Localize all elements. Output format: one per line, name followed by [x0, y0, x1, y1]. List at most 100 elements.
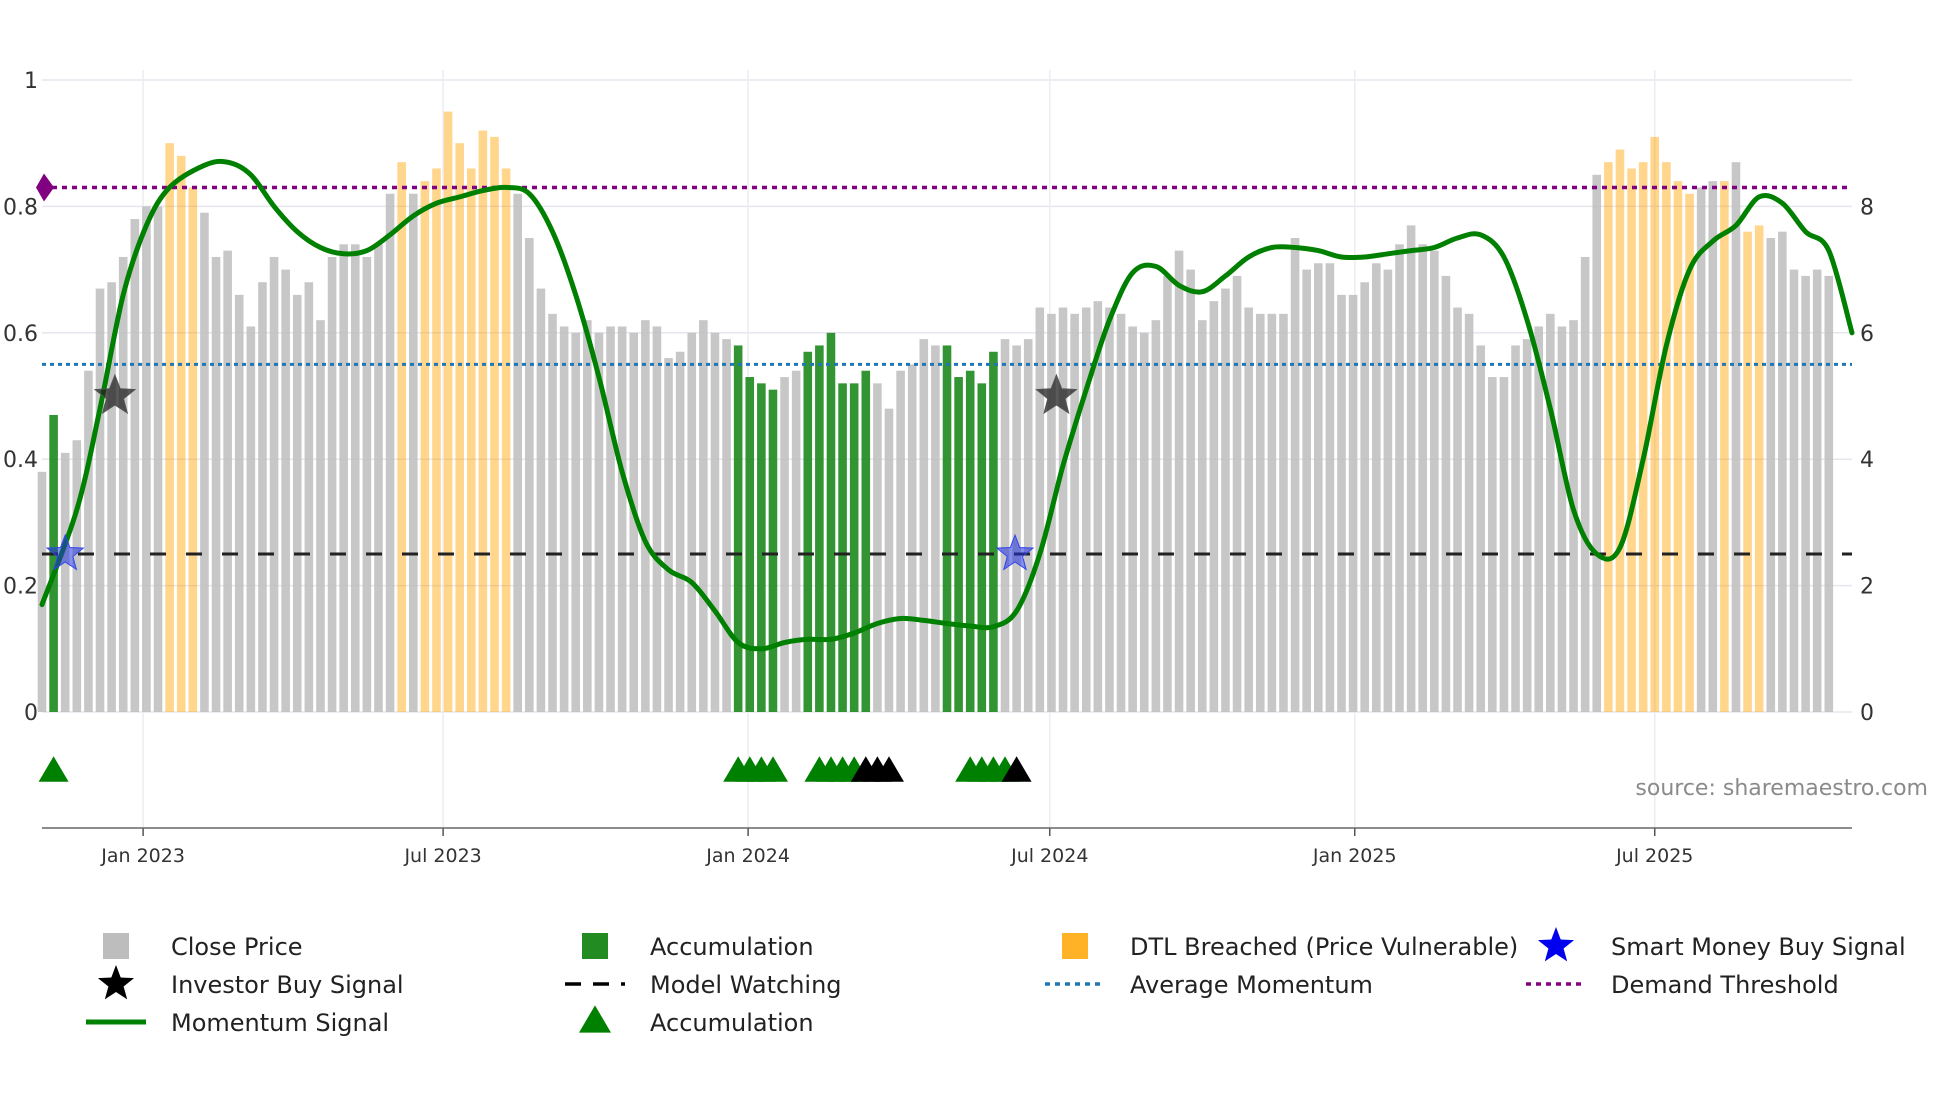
close-price-bar — [72, 440, 82, 712]
close-price-bar — [536, 288, 546, 712]
legend-item: Close Price — [103, 933, 303, 961]
close-price-bar — [1105, 307, 1114, 712]
close-price-bar — [907, 364, 917, 712]
close-price-bar — [1221, 288, 1230, 712]
close-price-bar — [1116, 313, 1126, 712]
dtl-breached-bar — [1604, 162, 1613, 712]
legend-label: Smart Money Buy Signal — [1611, 933, 1906, 961]
close-price-bar — [327, 256, 337, 712]
close-price-bar — [258, 282, 267, 712]
close-price-bar — [1522, 339, 1532, 712]
close-price-bar — [1464, 313, 1474, 712]
close-price-bar — [37, 471, 47, 712]
momentum-signal-line — [39, 158, 1855, 652]
close-price-bar — [1093, 301, 1103, 712]
close-price-bar — [1023, 339, 1033, 712]
close-price-bar — [1696, 187, 1706, 712]
close-price-bar — [1209, 301, 1219, 712]
legend-label: Investor Buy Signal — [171, 971, 404, 999]
close-price-bar — [292, 294, 302, 712]
close-price-bar — [1325, 263, 1335, 712]
legend-item: Accumulation — [582, 933, 814, 961]
close-price-bar — [931, 345, 940, 712]
close-price-bar — [1801, 275, 1810, 712]
accumulation-marker-strip — [38, 756, 1032, 782]
close-price-bar — [583, 320, 592, 712]
legend-item: Demand Threshold — [1526, 971, 1839, 999]
close-price-bar — [629, 332, 639, 712]
close-price-bar — [1058, 307, 1068, 712]
close-price-bar — [374, 244, 383, 712]
close-price-bar — [1244, 307, 1253, 712]
legend-label: Accumulation — [650, 1009, 814, 1037]
close-price-bar — [1824, 275, 1834, 712]
dtl-breached-bar — [490, 136, 499, 712]
dtl-breached-bar — [397, 162, 406, 712]
dtl-breached-bar — [455, 143, 464, 712]
close-price-bar — [350, 244, 360, 712]
close-price-bar — [513, 193, 522, 712]
accumulation-bar — [768, 389, 778, 712]
close-price-bar — [1731, 162, 1741, 712]
dtl-breached-bar — [1743, 231, 1752, 712]
close-price-bar — [1418, 244, 1427, 712]
close-price-bar — [1488, 377, 1497, 712]
dtl-breached-bar — [501, 168, 511, 713]
close-price-bar — [884, 408, 894, 712]
accumulation-bar — [849, 383, 859, 712]
legend-label: Model Watching — [650, 971, 842, 999]
close-price-bar — [1360, 282, 1369, 712]
close-price-bar — [246, 326, 256, 712]
close-price-bar — [1453, 307, 1462, 712]
close-price-bar — [606, 326, 615, 712]
left-axis-tick-label: 0.8 — [3, 195, 38, 220]
close-price-bar — [1128, 326, 1137, 712]
legend-label: DTL Breached (Price Vulnerable) — [1130, 933, 1518, 961]
accumulation-marker-black — [874, 756, 904, 782]
accumulation-bar — [989, 351, 998, 712]
close-price-bar — [408, 193, 418, 712]
accumulation-bar — [745, 377, 755, 712]
close-price-bar — [722, 339, 731, 712]
demand-threshold-marker — [36, 173, 54, 202]
dtl-breached-bar — [478, 130, 488, 712]
x-axis-tick-label: Jul 2023 — [403, 845, 481, 867]
close-price-bar — [1557, 326, 1567, 712]
x-axis-tick-label: Jan 2023 — [100, 845, 185, 867]
legend-item: Momentum Signal — [86, 1009, 389, 1037]
momentum-signal-layer — [39, 158, 1855, 652]
close-price-bar — [559, 326, 569, 712]
close-price-bar — [710, 332, 720, 712]
close-price-bar — [1766, 238, 1776, 712]
close-price-bar — [617, 326, 627, 712]
legend-label: Average Momentum — [1130, 971, 1373, 999]
close-price-bar — [1070, 313, 1079, 712]
axes: 0 0.2 0.4 0.6 0.8 1 0 2 4 6 8 Jan 2023 Jul 2023 Jan 2… — [3, 69, 1874, 867]
close-price-bar — [1546, 313, 1555, 712]
accumulation-bar — [954, 377, 963, 712]
dtl-breached-bar — [432, 168, 441, 713]
close-price-bar — [1267, 313, 1277, 712]
close-price-bar — [1812, 269, 1822, 712]
close-price-bar — [1255, 313, 1265, 712]
close-price-bar — [571, 332, 581, 712]
investor-buy-signal-star — [93, 373, 137, 415]
close-price-bar — [1580, 256, 1590, 712]
accumulation-bar — [49, 414, 58, 712]
close-price-bar — [1383, 269, 1393, 712]
close-price-bar — [142, 206, 151, 712]
close-price-bar — [107, 282, 116, 712]
close-price-bar — [339, 244, 348, 712]
dtl-breached-bar — [176, 155, 186, 713]
left-axis-tick-label: 0 — [24, 701, 38, 726]
close-price-bar — [1534, 326, 1544, 712]
close-price-bar — [699, 320, 708, 712]
close-price-bar — [385, 193, 395, 712]
dtl-breached-bar — [1615, 149, 1625, 712]
price-bars — [37, 111, 1834, 713]
close-price-bar — [60, 452, 70, 712]
dtl-breached-bar — [1638, 162, 1648, 712]
close-price-bar — [1081, 307, 1091, 712]
accumulation-bar — [942, 345, 952, 712]
